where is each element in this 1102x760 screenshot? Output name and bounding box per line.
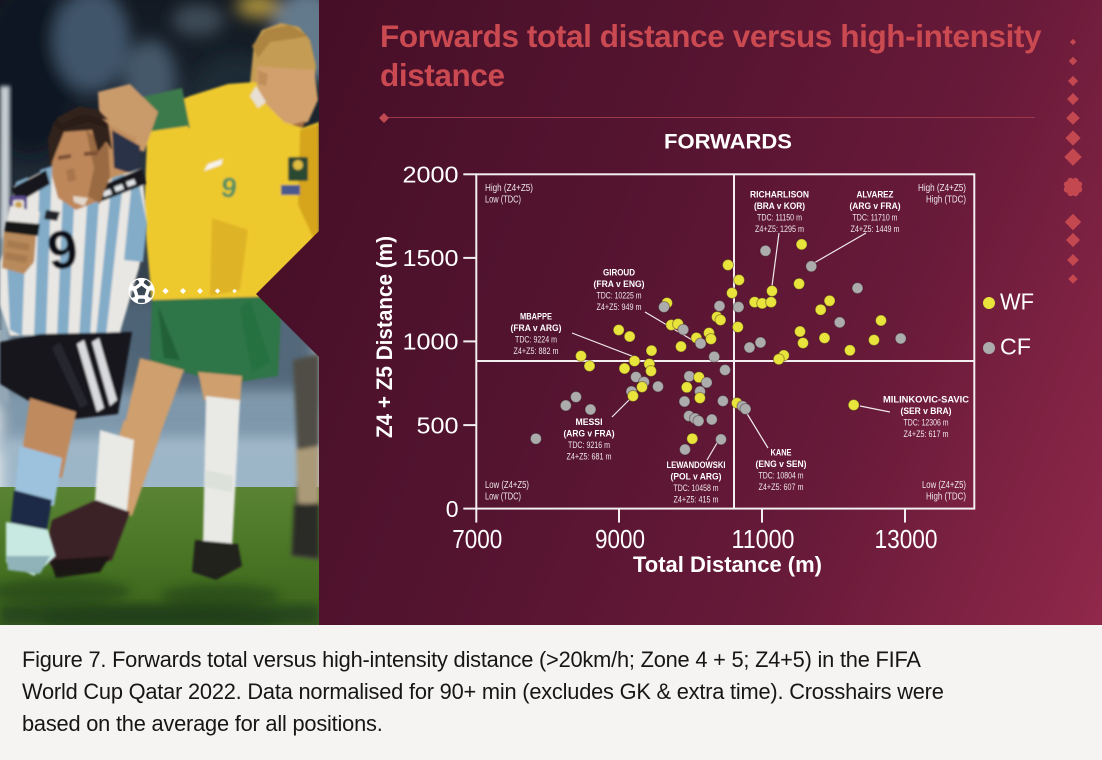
svg-text:RICHARLISON(BRA v KOR)TDC: 111: RICHARLISON (BRA v KOR) TDC: 11150 m Z4+Z5:… xyxy=(750,190,809,235)
svg-text:MBAPPE(FRA v ARG)TDC: 9224 mZ4: MBAPPE (FRA v ARG) TDC: 9224 m Z4+Z5: 882 m xyxy=(511,312,562,357)
svg-text:Z4 + Z5 Distance (m): Z4 + Z5 Distance (m) xyxy=(372,236,397,438)
svg-text:High (TDC): High (TDC) xyxy=(926,492,966,503)
svg-text:1000: 1000 xyxy=(403,329,459,355)
svg-text:MILINKOVIC-SAVIC(SER v BRA)TDC: MILINKOVIC-SAVIC (SER v BRA) TDC: 12306 mZ… xyxy=(883,395,969,440)
svg-text:WF: WF xyxy=(1000,289,1034,315)
svg-text:Low (TDC): Low (TDC) xyxy=(485,492,521,503)
svg-text:500: 500 xyxy=(417,412,459,438)
svg-text:Low (Z4+Z5): Low (Z4+Z5) xyxy=(922,480,966,491)
svg-text:Forwards total distance versus: Forwards total distance versus high-inte… xyxy=(380,18,1042,54)
svg-text:7000: 7000 xyxy=(452,524,502,554)
svg-text:High (Z4+Z5): High (Z4+Z5) xyxy=(918,183,966,194)
svg-text:High (TDC): High (TDC) xyxy=(926,195,966,206)
svg-text:LEWANDOWSKI(POL v ARG)TDC: 104: LEWANDOWSKI (POL v ARG) TDC: 10458 m Z4+Z5:… xyxy=(667,460,726,505)
svg-text:ALVAREZ(ARG v FRA)TDC: 11710 m: ALVAREZ (ARG v FRA) TDC: 11710 m Z4+Z5: 144… xyxy=(850,190,901,235)
svg-text:0: 0 xyxy=(446,496,459,522)
svg-text:9000: 9000 xyxy=(595,524,645,554)
svg-text:GIROUD(FRA v ENG)TDC: 10225 mZ: GIROUD (FRA v ENG) TDC: 10225 m Z4+Z5: 949 … xyxy=(594,268,645,313)
svg-text:9: 9 xyxy=(219,171,239,204)
svg-text:distance: distance xyxy=(380,57,505,93)
svg-text:Low (Z4+Z5): Low (Z4+Z5) xyxy=(485,480,529,491)
svg-text:MESSI(ARG v FRA)TDC: 9216 mZ4+: MESSI (ARG v FRA) TDC: 9216 m Z4+Z5: 681 m xyxy=(564,417,615,462)
svg-text:High (Z4+Z5): High (Z4+Z5) xyxy=(485,183,533,194)
svg-text:1500: 1500 xyxy=(403,245,459,271)
svg-text:Low (TDC): Low (TDC) xyxy=(485,195,521,206)
svg-text:2000: 2000 xyxy=(403,162,459,188)
svg-text:11000: 11000 xyxy=(732,524,795,554)
svg-text:FORWARDS: FORWARDS xyxy=(664,131,792,154)
svg-text:KANE(ENG v SEN)TDC: 10804 mZ4+: KANE (ENG v SEN) TDC: 10804 m Z4+Z5: 607 m xyxy=(756,448,807,493)
svg-text:Total Distance (m): Total Distance (m) xyxy=(633,552,822,577)
svg-text:9: 9 xyxy=(44,219,81,282)
svg-text:13000: 13000 xyxy=(875,524,938,554)
svg-text:CF: CF xyxy=(1000,334,1031,360)
